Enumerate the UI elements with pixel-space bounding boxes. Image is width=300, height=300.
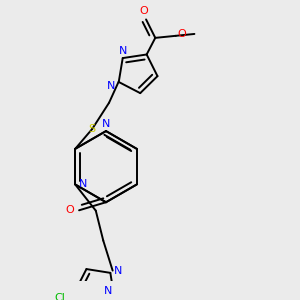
Text: Cl: Cl: [54, 293, 65, 300]
Text: S: S: [89, 124, 96, 134]
Text: N: N: [102, 118, 110, 129]
Text: N: N: [118, 46, 127, 56]
Text: O: O: [65, 205, 74, 215]
Text: O: O: [139, 6, 148, 16]
Text: N: N: [114, 266, 122, 276]
Text: N: N: [104, 286, 113, 296]
Text: N: N: [79, 179, 87, 189]
Text: N: N: [107, 81, 116, 91]
Text: O: O: [177, 29, 186, 39]
